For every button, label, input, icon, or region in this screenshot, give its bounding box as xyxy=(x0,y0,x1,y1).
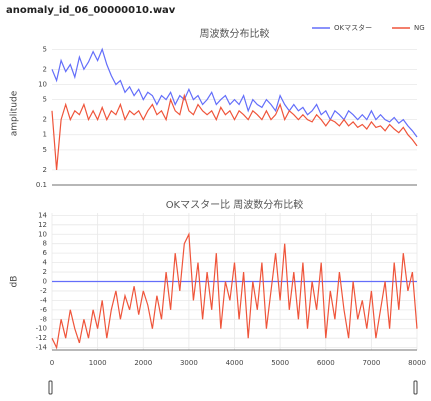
y-tick-label: 10 xyxy=(38,80,47,88)
range-handle[interactable] xyxy=(48,380,53,395)
y-tick-label: 5 xyxy=(43,146,47,154)
y-tick-label: -4 xyxy=(40,296,48,304)
y-tick-label: 0.1 xyxy=(36,181,47,189)
chart-title: OKマスター比 周波数分布比較 xyxy=(166,198,304,211)
x-tick-label: 4000 xyxy=(226,359,244,367)
y-tick-label: -12 xyxy=(36,334,47,342)
data-line xyxy=(51,232,418,350)
y-tick-label: -2 xyxy=(40,287,47,295)
y-tick-label: 2 xyxy=(43,65,47,73)
y-tick-label: 2 xyxy=(43,268,47,276)
x-tick-label: 6000 xyxy=(317,359,335,367)
y-tick-label: 10 xyxy=(38,230,47,238)
x-tick-label: 2000 xyxy=(134,359,152,367)
x-tick-label: 5000 xyxy=(271,359,289,367)
x-tick-label: 0 xyxy=(50,359,54,367)
x-tick-label: 8000 xyxy=(408,359,426,367)
y-tick-label: 8 xyxy=(43,240,47,248)
legend-label: NG xyxy=(414,24,425,32)
y-axis-label: dB xyxy=(10,276,20,288)
y-axis-label: amplitude xyxy=(10,90,20,136)
x-tick-label: 3000 xyxy=(180,359,198,367)
y-tick-label: 5 xyxy=(43,45,47,53)
y-tick-label: 2 xyxy=(43,166,47,174)
y-tick-label: 5 xyxy=(43,96,47,104)
y-tick-label: -10 xyxy=(36,325,47,333)
x-tick-label: 7000 xyxy=(362,359,380,367)
range-handle[interactable] xyxy=(413,380,418,395)
page-title: anomaly_id_06_00000010.wav xyxy=(6,5,176,16)
y-tick-label: 1 xyxy=(43,131,47,139)
chart-title: 周波数分布比較 xyxy=(200,27,270,40)
y-tick-label: 2 xyxy=(43,116,47,124)
legend-label: OKマスター xyxy=(334,23,372,32)
y-tick-label: 14 xyxy=(38,211,47,219)
data-line xyxy=(51,47,418,138)
data-line xyxy=(51,93,418,170)
y-tick-label: 12 xyxy=(38,221,47,229)
y-tick-label: -8 xyxy=(40,315,47,323)
x-tick-label: 1000 xyxy=(89,359,107,367)
y-tick-label: 6 xyxy=(43,249,48,257)
y-tick-label: 0 xyxy=(43,278,47,286)
y-tick-label: -14 xyxy=(36,344,48,352)
y-tick-label: 4 xyxy=(43,259,48,267)
y-tick-label: -6 xyxy=(40,306,48,314)
